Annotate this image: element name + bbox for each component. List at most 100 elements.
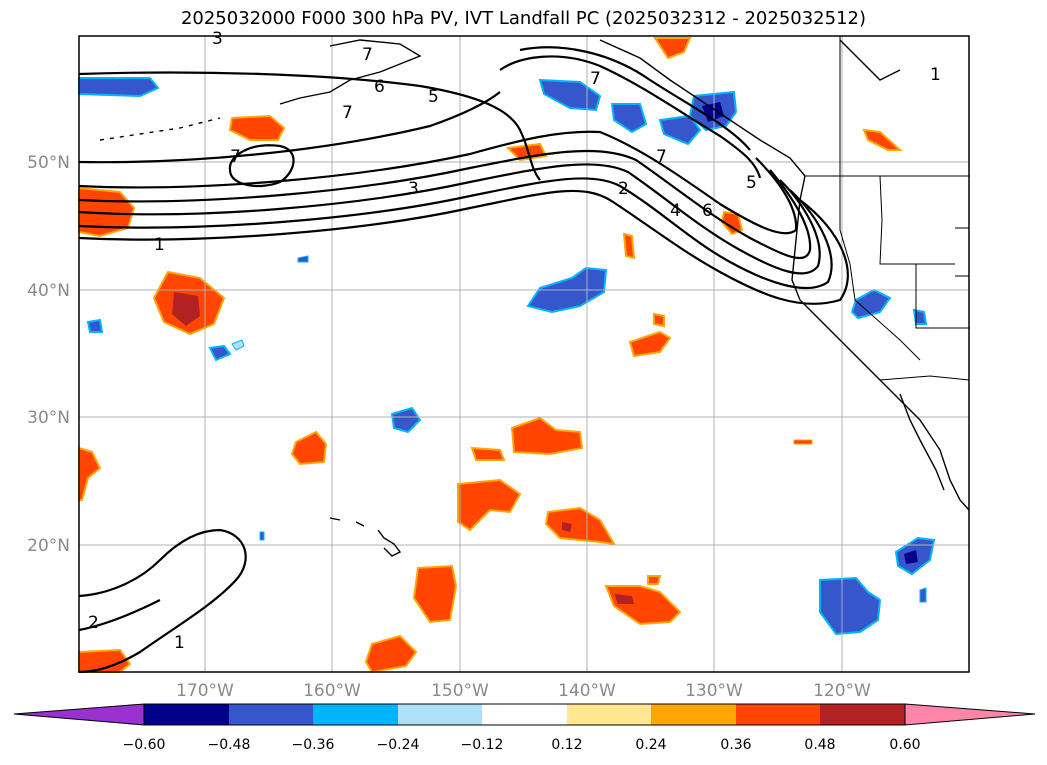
lat-label-30n: 30°N [27, 408, 70, 428]
map-frame [78, 35, 970, 673]
contour-label: 7 [230, 147, 241, 167]
contour-label: 6 [374, 77, 385, 97]
cold-blob-nevada [912, 308, 928, 325]
contour-south-2 [78, 599, 161, 632]
warm-blob-mid1 [290, 430, 328, 466]
contour-label: 4 [670, 201, 681, 221]
cold-blob-tiny1 [297, 255, 309, 263]
colorbar-segment [567, 704, 651, 725]
cold-blob-small1 [86, 318, 104, 333]
colorbar-tick-label: −0.36 [292, 737, 335, 753]
cold-blob-alaska1 [658, 114, 702, 146]
colorbar-extend-high [904, 703, 1036, 726]
contour-5 [78, 130, 798, 235]
graticule [79, 36, 969, 672]
latitude-labels: 50°N 40°N 30°N 20°N [27, 153, 70, 556]
coastlines [99, 39, 970, 557]
colorbar-tick-label: −0.24 [377, 737, 420, 753]
colorbar-segment [736, 704, 820, 725]
colorbar-tick-label: 0.12 [551, 737, 582, 753]
warm-blob-mid2 [470, 446, 506, 461]
contour-6 [78, 91, 501, 164]
contour-1 [78, 189, 849, 305]
contour-label: 7 [342, 103, 353, 123]
cold-blob-small2 [208, 344, 232, 362]
alaska-coast [279, 39, 422, 105]
warm-core-south2 [562, 522, 572, 532]
cold-blob-tiny2 [919, 587, 927, 603]
contour-south-1 [78, 528, 247, 674]
colorbar-segment [398, 704, 482, 725]
contour-7 [78, 71, 541, 181]
warm-blob-mid3 [510, 416, 584, 456]
map-panel: 3 7 7 6 5 7 7 3 1 7 2 4 6 5 1 2 1 [78, 29, 970, 674]
colorbar-frame [143, 703, 906, 726]
warm-blob-south5 [364, 634, 418, 674]
contour-label: 3 [212, 29, 223, 49]
lon-label-130w: 130°W [685, 681, 743, 701]
cold-blob-small3 [231, 339, 245, 351]
colorbar: −0.60 −0.48 −0.36 −0.24 −0.12 0.12 0.24 … [13, 703, 1036, 753]
colorbar-segment [651, 704, 736, 725]
colorbar-tick-label: −0.60 [123, 737, 166, 753]
lon-label-120w: 120°W [813, 681, 871, 701]
cold-blob-tiny3 [259, 531, 265, 541]
warm-core-central-north [172, 292, 200, 326]
map-title: 2025032000 F000 300 hPa PV, IVT Landfall… [180, 8, 867, 29]
colorbar-extend-low [13, 703, 145, 726]
colorbar-segment [482, 704, 567, 725]
contour-label: 6 [702, 201, 713, 221]
warm-blob-small3 [628, 330, 672, 358]
warm-blob-tiny [793, 439, 813, 445]
cold-blob-mid [390, 406, 422, 434]
colorbar-tick-label: −0.48 [208, 737, 251, 753]
oregon-california-border [839, 176, 921, 361]
contour-label: 5 [746, 173, 757, 193]
lat-label-40n: 40°N [27, 281, 70, 301]
contour-label: 7 [590, 69, 601, 89]
north-america-coast [599, 39, 970, 511]
lon-label-150w: 150°W [431, 681, 489, 701]
political-borders [805, 36, 970, 381]
warm-blob-canada [862, 128, 903, 151]
cold-blob-gulf2 [610, 103, 648, 134]
cold-blob-southeast [819, 576, 882, 636]
lat-label-20n: 20°N [27, 536, 70, 556]
warm-blob-north [653, 37, 692, 60]
cold-blob-gulf [538, 78, 602, 112]
cold-core-mexico [904, 550, 918, 564]
lon-label-140w: 140°W [558, 681, 616, 701]
warm-core-south4 [614, 594, 634, 604]
contour-label: 1 [154, 235, 165, 255]
cold-blob-west [78, 77, 160, 98]
colorbar-segment [144, 704, 229, 725]
warm-blob-small1 [622, 232, 636, 260]
contour-4 [78, 149, 812, 260]
colorbar-tick-label: 0.36 [720, 737, 751, 753]
colorbar-tick-label: 0.60 [889, 737, 920, 753]
lon-label-160w: 160°W [303, 681, 361, 701]
warm-blob-south3 [412, 564, 458, 624]
colorbar-tick-label: −0.12 [461, 737, 504, 753]
contour-label: 5 [428, 87, 439, 107]
contour-label: 7 [656, 147, 667, 167]
contour-closed-north [228, 144, 295, 188]
contour-label: 3 [408, 179, 419, 199]
contour-3 [78, 163, 821, 275]
us-mexico-border [879, 375, 970, 381]
baja-coast [899, 393, 945, 491]
contour-label: 2 [618, 179, 629, 199]
lat-label-50n: 50°N [27, 153, 70, 173]
contour-label: 1 [174, 633, 185, 653]
longitude-labels: 170°W 160°W 150°W 140°W 130°W 120°W [176, 681, 871, 701]
contour-9 [519, 46, 751, 151]
contour-labels: 3 7 7 6 5 7 7 3 1 7 2 4 6 5 1 2 1 [88, 29, 941, 653]
idaho-border [879, 175, 955, 265]
warm-blob-south2 [544, 506, 616, 546]
hawaii [329, 517, 402, 557]
lon-label-170w: 170°W [176, 681, 234, 701]
contour-label: 1 [930, 65, 941, 85]
colorbar-segment [820, 704, 905, 725]
canada-coast [839, 39, 901, 81]
